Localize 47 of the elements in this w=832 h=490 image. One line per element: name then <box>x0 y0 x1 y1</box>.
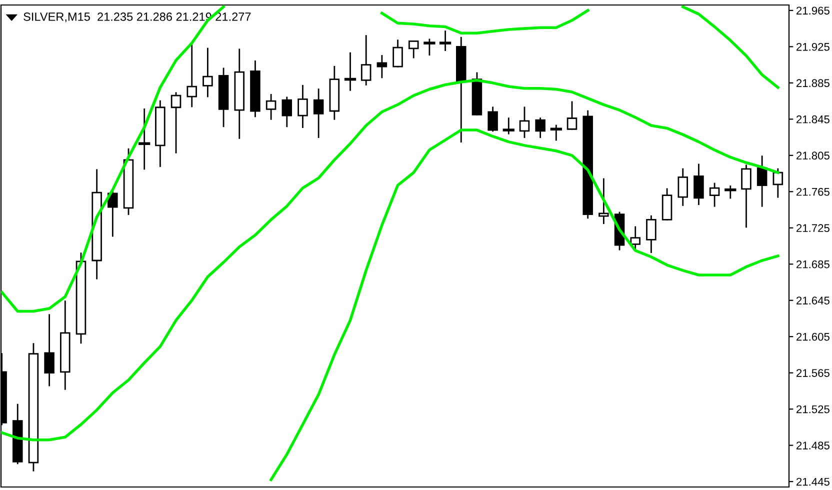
candlestick <box>376 55 388 78</box>
candlestick <box>724 186 736 199</box>
y-tick-label: 21.925 <box>796 42 830 51</box>
y-tick-label: 21.765 <box>796 188 830 196</box>
candlestick <box>598 178 609 224</box>
y-tick-label: 21.605 <box>796 332 830 341</box>
candlestick <box>488 106 498 132</box>
y-tick-label: 21.445 <box>796 478 830 486</box>
candlestick <box>313 88 324 138</box>
candlestick <box>408 40 419 58</box>
candlestick <box>439 30 452 51</box>
candlestick <box>282 96 292 128</box>
candlestick <box>266 94 276 120</box>
candlestick <box>646 215 656 254</box>
y-tick-label: 21.645 <box>796 296 830 304</box>
y-tick-label: 21.885 <box>796 79 830 88</box>
candlestick <box>756 156 768 207</box>
candlestick <box>202 48 213 98</box>
candlestick <box>298 84 308 128</box>
y-tick-label: 21.805 <box>796 152 830 160</box>
candlestick <box>741 164 752 228</box>
candlestick <box>502 118 514 134</box>
candlestick <box>360 35 372 86</box>
y-tick-label: 21.965 <box>796 6 830 15</box>
line-series <box>270 128 780 482</box>
y-tick-label: 21.485 <box>796 442 830 450</box>
candlestick <box>392 40 403 68</box>
candlestick <box>694 164 704 206</box>
candlestick <box>630 226 640 250</box>
candlestick <box>138 108 150 170</box>
candlestick <box>186 43 197 108</box>
candlestick <box>566 101 578 130</box>
candlestick <box>709 182 720 207</box>
y-tick-label: 21.525 <box>796 405 830 414</box>
candlestick <box>170 92 182 154</box>
y-tick-label: 21.845 <box>796 115 830 124</box>
candlestick <box>550 124 562 141</box>
candlestick <box>44 314 54 386</box>
y-tick-label: 21.685 <box>796 260 830 268</box>
candlestick <box>535 118 546 138</box>
candlestick <box>344 52 356 91</box>
candlestick <box>772 168 784 198</box>
candlestick <box>424 38 436 56</box>
candlestick <box>519 106 530 138</box>
y-tick-label: 21.725 <box>796 224 830 232</box>
y-tick-label: 21.565 <box>796 369 830 377</box>
candlestick <box>678 168 688 206</box>
